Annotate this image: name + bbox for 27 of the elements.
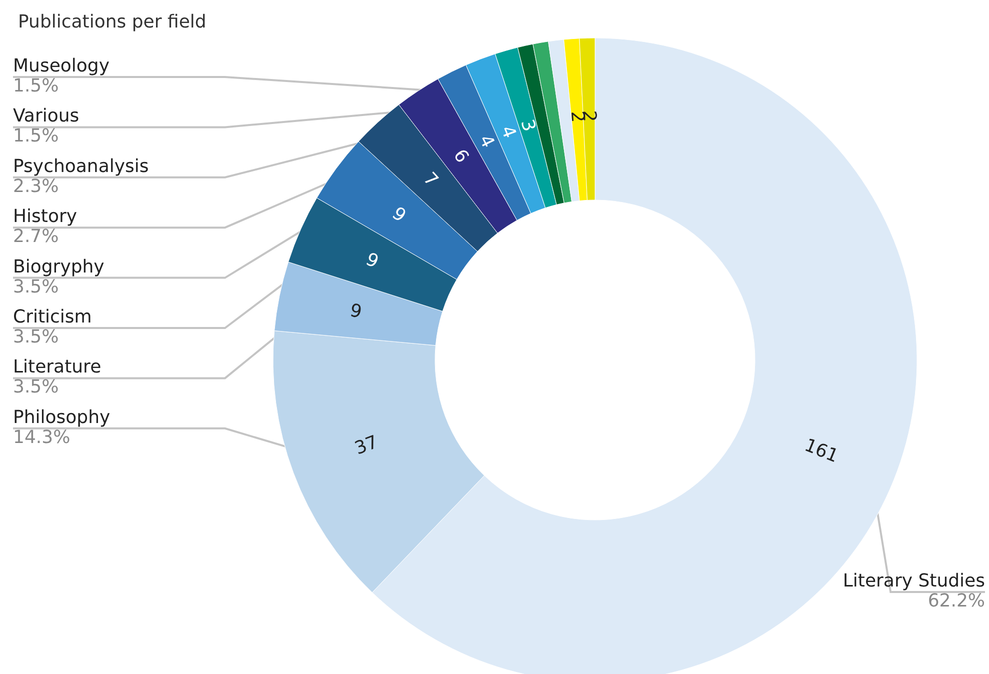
text: 2.3% <box>13 176 59 197</box>
data-label: 161 <box>802 434 842 468</box>
chart-title: Publications per field <box>18 12 206 32</box>
text: 1.5% <box>13 126 59 147</box>
slice-label: Literature <box>13 356 102 378</box>
text: 3.5% <box>13 326 59 348</box>
text: 3.5% <box>13 376 59 398</box>
text: 62.2% <box>928 590 985 612</box>
slice-label: Biogryphy <box>13 256 105 278</box>
slice-label: Various <box>13 106 80 127</box>
text: 14.3% <box>13 426 70 448</box>
slice-label: History <box>13 206 78 228</box>
data-label: 9 <box>388 203 410 227</box>
text: 1.5% <box>13 76 59 96</box>
text: 2.7% <box>13 226 59 248</box>
slice-label: Psychoanalysis <box>13 156 149 177</box>
data-label: 37 <box>352 432 381 460</box>
slice-label: Museology <box>13 56 110 76</box>
slice-label: Literary Studies <box>842 570 985 592</box>
data-label: 6 <box>448 146 473 167</box>
slice-label: Philosophy <box>13 406 110 428</box>
data-label: 9 <box>362 248 382 273</box>
slice-label: Criticism <box>13 306 92 328</box>
data-label: 7 <box>418 168 442 192</box>
text: 3.5% <box>13 276 59 298</box>
data-label: 4 <box>474 132 498 152</box>
data-label: 9 <box>348 300 364 323</box>
